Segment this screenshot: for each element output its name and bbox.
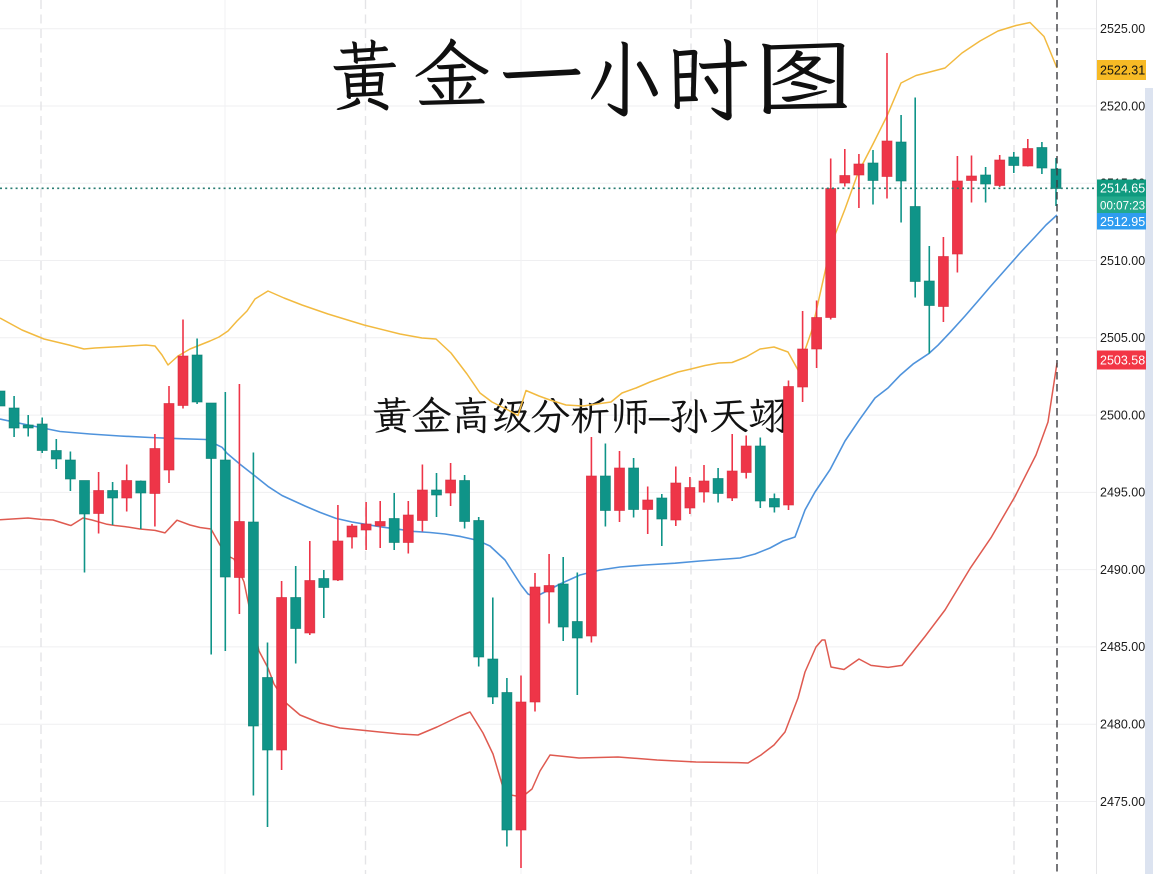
svg-text:2480.00: 2480.00	[1100, 718, 1145, 732]
svg-text:2485.00: 2485.00	[1100, 640, 1145, 654]
svg-text:00:07:23: 00:07:23	[1100, 199, 1145, 212]
svg-text:2520.00: 2520.00	[1100, 99, 1145, 113]
svg-text:2500.00: 2500.00	[1100, 408, 1145, 422]
svg-text:2514.65: 2514.65	[1100, 182, 1145, 196]
svg-text:2510.00: 2510.00	[1100, 254, 1145, 268]
svg-text:2495.00: 2495.00	[1100, 486, 1145, 500]
svg-text:2505.00: 2505.00	[1100, 331, 1145, 345]
svg-text:2490.00: 2490.00	[1100, 563, 1145, 577]
svg-text:2503.58: 2503.58	[1100, 354, 1145, 368]
svg-text:2525.00: 2525.00	[1100, 22, 1145, 36]
svg-text:2512.95: 2512.95	[1100, 215, 1145, 229]
svg-text:2475.00: 2475.00	[1100, 795, 1145, 809]
svg-text:2522.31: 2522.31	[1100, 64, 1145, 78]
